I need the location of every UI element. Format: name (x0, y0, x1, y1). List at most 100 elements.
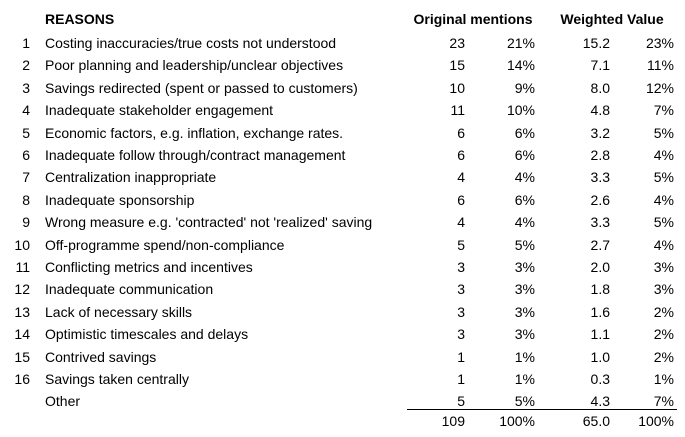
row-weighted-pct: 3% (653, 281, 674, 298)
row-number: 10 (14, 236, 30, 253)
row-mentions: 3 (457, 259, 465, 275)
table-row: 1 Costing inaccuracies/true costs not und… (0, 32, 685, 54)
row-mentions: 3 (457, 326, 465, 343)
table-row: 7 Centralization inappropriate 4 4% 3.3 5% (0, 166, 685, 188)
row-mentions-pct: 21% (506, 35, 535, 51)
row-number: 9 (22, 214, 30, 231)
row-reason: Other (45, 393, 81, 410)
row-reason: Inadequate sponsorship (45, 191, 195, 208)
row-weighted-pct: 3% (653, 259, 674, 275)
totals-divider (407, 409, 677, 410)
row-mentions: 6 (457, 147, 465, 163)
row-weighted-pct: 1% (653, 371, 674, 387)
row-mentions: 5 (457, 236, 465, 253)
row-mentions: 3 (457, 303, 465, 320)
row-mentions-pct: 10% (506, 102, 535, 119)
row-mentions: 6 (457, 124, 465, 141)
table-row: 13 Lack of necessary skills 3 3% 1.6 2% (0, 301, 685, 323)
row-weighted-pct: 7% (653, 102, 674, 119)
row-weighted: 2.6 (590, 191, 610, 208)
row-mentions-pct: 14% (506, 57, 535, 74)
row-weighted: 2.0 (590, 259, 610, 275)
row-reason: Off-programme spend/non-compliance (45, 236, 285, 253)
row-mentions: 5 (457, 393, 465, 410)
table-row: 16 Savings taken centrally 1 1% 0.3 1% (0, 368, 685, 390)
row-weighted: 3.3 (590, 169, 610, 186)
row-weighted-pct: 4% (653, 191, 674, 208)
row-reason: Conflicting metrics and incentives (45, 259, 253, 275)
row-mentions-pct: 5% (514, 393, 535, 410)
row-number: 12 (14, 281, 30, 298)
row-mentions: 4 (457, 169, 465, 186)
row-reason: Optimistic timescales and delays (45, 326, 249, 343)
row-mentions-pct: 1% (514, 348, 535, 365)
row-reason: Centralization inappropriate (45, 169, 217, 186)
row-number: 2 (22, 57, 30, 74)
table-row: 9 Wrong measure e.g. 'contracted' not 're… (0, 211, 685, 233)
row-mentions-pct: 3% (514, 303, 535, 320)
row-weighted: 2.7 (590, 236, 610, 253)
row-mentions: 11 (450, 102, 465, 119)
table-row: 12 Inadequate communication 3 3% 1.8 3% (0, 278, 685, 300)
row-mentions: 6 (457, 191, 465, 208)
row-reason: Costing inaccuracies/true costs not unde… (45, 35, 337, 51)
row-weighted: 3.2 (590, 124, 610, 141)
header-original-mentions: Original mentions (413, 11, 533, 27)
row-number: 11 (15, 259, 30, 275)
row-number: 16 (14, 371, 30, 387)
row-mentions-pct: 6% (514, 124, 535, 141)
table-row: 3 Savings redirected (spent or passed to … (0, 77, 685, 99)
row-reason: Savings taken centrally (45, 371, 189, 387)
row-weighted: 1.1 (590, 326, 610, 343)
row-reason: Inadequate communication (45, 281, 214, 298)
row-number: 7 (22, 169, 30, 186)
row-mentions-pct: 5% (514, 236, 535, 253)
row-mentions: 4 (457, 214, 465, 231)
row-mentions-pct: 1% (514, 371, 535, 387)
row-weighted-pct: 2% (653, 303, 674, 320)
row-weighted: 1.6 (590, 303, 610, 320)
total-weighted: 65.0 (582, 413, 610, 429)
row-weighted-pct: 4% (653, 236, 674, 253)
table-row: 2 Poor planning and leadership/unclear ob… (0, 54, 685, 76)
row-number: 1 (22, 35, 30, 51)
row-mentions: 23 (449, 35, 465, 51)
table-row: 4 Inadequate stakeholder engagement 11 10% 4… (0, 99, 685, 121)
row-weighted: 7.1 (590, 57, 610, 74)
row-reason: Savings redirected (spent or passed to c… (45, 79, 358, 96)
header-weighted-value: Weighted Value (560, 11, 664, 27)
total-mentions: 109 (441, 413, 465, 429)
row-weighted: 4.8 (590, 102, 610, 119)
row-mentions: 10 (449, 79, 465, 96)
row-weighted: 4.3 (590, 393, 610, 410)
row-weighted-pct: 2% (653, 326, 674, 343)
table-row: 14 Optimistic timescales and delays 3 3% 1.1… (0, 323, 685, 345)
row-mentions: 15 (449, 57, 465, 74)
row-mentions: 3 (457, 281, 465, 298)
row-mentions-pct: 6% (514, 147, 535, 163)
row-mentions: 1 (457, 371, 465, 387)
total-mentions-pct: 100% (499, 413, 535, 429)
row-weighted: 8.0 (590, 79, 610, 96)
row-weighted: 3.3 (590, 214, 610, 231)
header-reasons: REASONS (45, 11, 115, 27)
table-row: 8 Inadequate sponsorship 6 6% 2.6 4% (0, 189, 685, 211)
row-number: 14 (14, 326, 30, 343)
row-reason: Poor planning and leadership/unclear obj… (45, 57, 344, 74)
table-row: 5 Economic factors, e.g. inflation, excha… (0, 122, 685, 144)
row-reason: Wrong measure e.g. 'contracted' not 'rea… (45, 214, 373, 231)
row-weighted: 0.3 (590, 371, 610, 387)
row-number: 3 (22, 79, 30, 96)
row-mentions-pct: 6% (514, 191, 535, 208)
row-weighted-pct: 5% (653, 169, 674, 186)
row-number: 13 (14, 303, 30, 320)
row-mentions-pct: 3% (514, 326, 535, 343)
row-weighted-pct: 2% (653, 348, 674, 365)
row-weighted: 2.8 (590, 147, 610, 163)
table-row: 10 Off-programme spend/non-compliance 5 5% 2… (0, 234, 685, 256)
table-row: Other 5 5% 4.3 7% (0, 390, 685, 412)
row-reason: Lack of necessary skills (45, 303, 193, 320)
table-row: 6 Inadequate follow through/contract mana… (0, 144, 685, 166)
table-row: 15 Contrived savings 1 1% 1.0 2% (0, 346, 685, 368)
